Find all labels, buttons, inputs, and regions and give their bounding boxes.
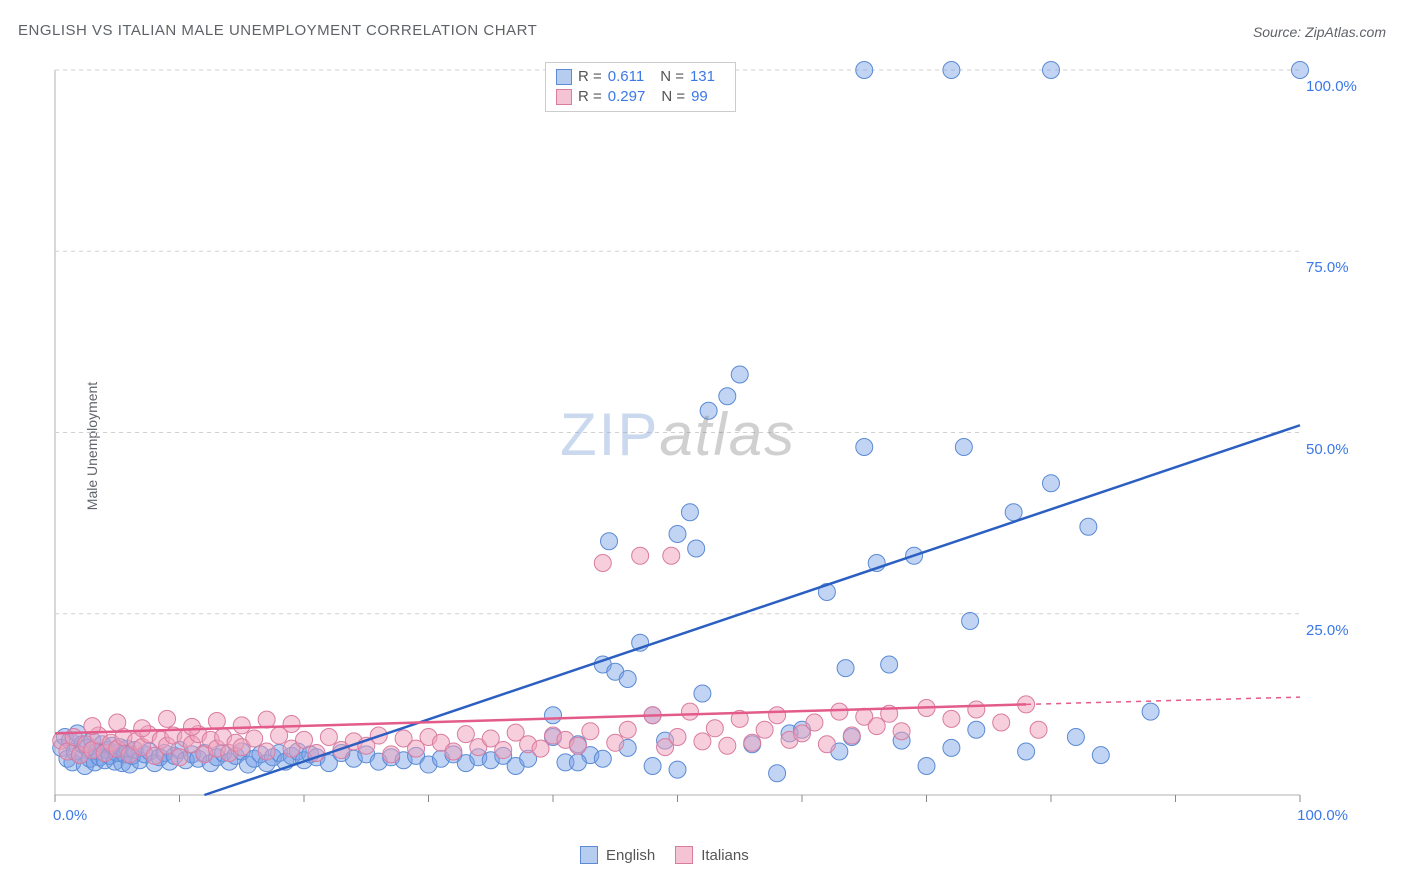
chart-title: ENGLISH VS ITALIAN MALE UNEMPLOYMENT COR… bbox=[18, 22, 537, 39]
stat-n-label: N = bbox=[661, 87, 685, 107]
stats-row: R = 0.611 N = 131 bbox=[556, 67, 725, 87]
stats-row: R = 0.297 N = 99 bbox=[556, 87, 725, 107]
correlation-stats-box: R = 0.611 N = 131 R = 0.297 N = 99 bbox=[545, 62, 736, 112]
legend-swatch bbox=[580, 846, 598, 864]
axis-tick-label: 75.0% bbox=[1306, 259, 1349, 276]
legend-swatch bbox=[556, 89, 572, 105]
stat-n-value: 131 bbox=[690, 67, 715, 87]
stat-r-label: R = bbox=[578, 87, 602, 107]
legend-label: English bbox=[606, 847, 655, 864]
legend-swatch bbox=[675, 846, 693, 864]
stat-n-label: N = bbox=[660, 67, 684, 87]
bottom-legend: English Italians bbox=[580, 846, 749, 864]
stat-r-label: R = bbox=[578, 67, 602, 87]
legend-label: Italians bbox=[701, 847, 749, 864]
axis-tick-label: 100.0% bbox=[1297, 807, 1348, 824]
legend-item: Italians bbox=[675, 846, 749, 864]
stat-r-value: 0.297 bbox=[608, 87, 646, 107]
axis-tick-label: 25.0% bbox=[1306, 622, 1349, 639]
plot-svg bbox=[50, 60, 1350, 830]
legend-item: English bbox=[580, 846, 655, 864]
stat-r-value: 0.611 bbox=[608, 67, 644, 87]
axis-tick-label: 50.0% bbox=[1306, 441, 1349, 458]
stat-n-value: 99 bbox=[691, 87, 708, 107]
scatter-plot bbox=[50, 60, 1350, 830]
axis-tick-label: 0.0% bbox=[53, 807, 87, 824]
legend-swatch bbox=[556, 69, 572, 85]
source-label: Source: ZipAtlas.com bbox=[1253, 24, 1386, 40]
axis-tick-label: 100.0% bbox=[1306, 78, 1357, 95]
